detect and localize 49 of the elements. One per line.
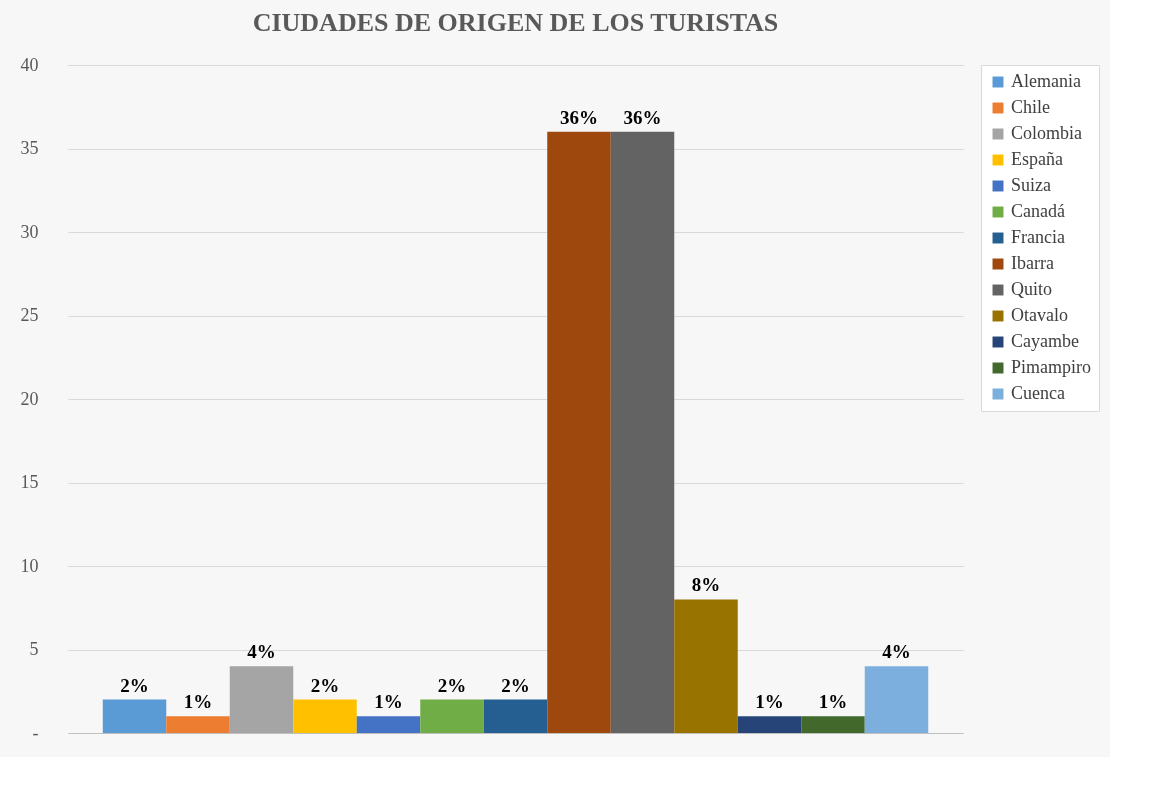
data-label: 1% bbox=[183, 691, 213, 713]
legend-label: Pimampiro bbox=[1011, 357, 1091, 377]
legend-label: Colombia bbox=[1011, 123, 1083, 143]
bar bbox=[547, 131, 611, 733]
data-label: 4% bbox=[882, 641, 911, 663]
y-tick-label: 5 bbox=[29, 639, 39, 659]
legend-label: Quito bbox=[1011, 279, 1053, 299]
y-tick-label: 20 bbox=[20, 388, 39, 409]
legend-label: Cayambe bbox=[1011, 331, 1079, 351]
data-label: 1% bbox=[818, 691, 848, 713]
legend-label: Alemania bbox=[1011, 71, 1081, 91]
legend-label: España bbox=[1011, 149, 1063, 169]
legend-label: Ibarra bbox=[1011, 253, 1054, 273]
legend-label: Francia bbox=[1011, 227, 1065, 247]
bar bbox=[483, 699, 548, 733]
data-label: 36% bbox=[623, 106, 662, 128]
bar bbox=[864, 666, 929, 733]
legend-label: Otavalo bbox=[1011, 305, 1068, 325]
y-tick-label: 15 bbox=[20, 472, 39, 492]
bar bbox=[420, 699, 484, 733]
legend-label: Cuenca bbox=[1011, 383, 1065, 403]
bar bbox=[356, 716, 421, 733]
data-label: 2% bbox=[501, 674, 530, 696]
data-label: 2% bbox=[120, 674, 149, 696]
y-tick-label: 25 bbox=[20, 305, 39, 325]
bar bbox=[674, 599, 738, 733]
bar bbox=[293, 699, 357, 733]
bar bbox=[737, 716, 802, 733]
data-label: 2% bbox=[437, 674, 467, 696]
data-label: 1% bbox=[755, 691, 784, 713]
legend-label: Suiza bbox=[1011, 175, 1051, 195]
data-label: 36% bbox=[560, 106, 598, 128]
data-label: 1% bbox=[374, 691, 403, 713]
data-label: 8% bbox=[691, 574, 721, 596]
legend-label: Chile bbox=[1011, 97, 1051, 117]
bar bbox=[229, 666, 294, 733]
chart-title: CIUDADES DE ORIGEN DE LOS TURISTAS bbox=[252, 8, 779, 37]
y-tick-label: 40 bbox=[20, 54, 39, 75]
bar bbox=[801, 716, 865, 733]
bar bbox=[102, 699, 167, 733]
legend-label: Canadá bbox=[1011, 201, 1065, 221]
data-label: 4% bbox=[247, 641, 276, 663]
data-label: 2% bbox=[310, 674, 340, 696]
y-tick-label: 10 bbox=[20, 555, 39, 576]
bar bbox=[166, 716, 230, 733]
bar bbox=[610, 131, 675, 733]
y-tick-label: - bbox=[32, 722, 39, 743]
y-tick-label: 30 bbox=[20, 221, 39, 242]
y-tick-label: 35 bbox=[20, 138, 39, 158]
